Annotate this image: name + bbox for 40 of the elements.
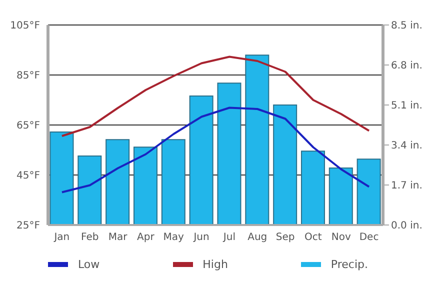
x-tick-label: Aug: [248, 232, 268, 244]
x-tick-label: Oct: [304, 232, 322, 244]
bar: [356, 158, 381, 225]
bar: [328, 168, 353, 225]
x-tick-label: May: [163, 232, 184, 244]
bar: [133, 146, 158, 225]
y2-tick-label: 1.7 in.: [391, 180, 422, 192]
x-tick-label: Feb: [81, 232, 99, 244]
bar: [50, 132, 74, 225]
y2-tick-label: 0.0 in.: [391, 220, 422, 232]
y2-tick-label: 5.1 in.: [391, 100, 422, 112]
x-tick-label: Sep: [276, 232, 295, 244]
x-tick-label: Jul: [222, 232, 236, 244]
y-tick-label: 85°F: [16, 70, 40, 82]
legend-label: Low: [78, 258, 100, 270]
bar: [189, 96, 214, 225]
legend-label: Precip.: [330, 258, 368, 270]
x-tick-label: Nov: [331, 232, 351, 244]
x-tick-label: Dec: [359, 232, 379, 244]
bar: [106, 139, 130, 225]
bar: [217, 82, 242, 225]
line-series: [60, 106, 370, 194]
y-tick-label: 105°F: [10, 20, 40, 32]
y-tick-label: 45°F: [16, 170, 40, 182]
x-tick-label: Jun: [192, 232, 210, 244]
y-tick-label: 25°F: [16, 220, 40, 232]
legend-label: High: [202, 258, 228, 270]
x-tick-label: Mar: [108, 232, 128, 244]
y2-tick-label: 3.4 in.: [391, 140, 422, 152]
bar: [161, 139, 186, 225]
x-tick-label: Jan: [53, 232, 70, 244]
y2-tick-label: 8.5 in.: [391, 20, 422, 32]
bar: [245, 54, 270, 225]
bar: [300, 150, 325, 225]
x-tick-label: Apr: [137, 232, 156, 244]
y2-tick-label: 6.8 in.: [391, 60, 422, 72]
y-tick-label: 65°F: [16, 120, 40, 132]
bar: [273, 104, 298, 225]
line-series: [60, 56, 370, 137]
bar: [78, 156, 102, 225]
